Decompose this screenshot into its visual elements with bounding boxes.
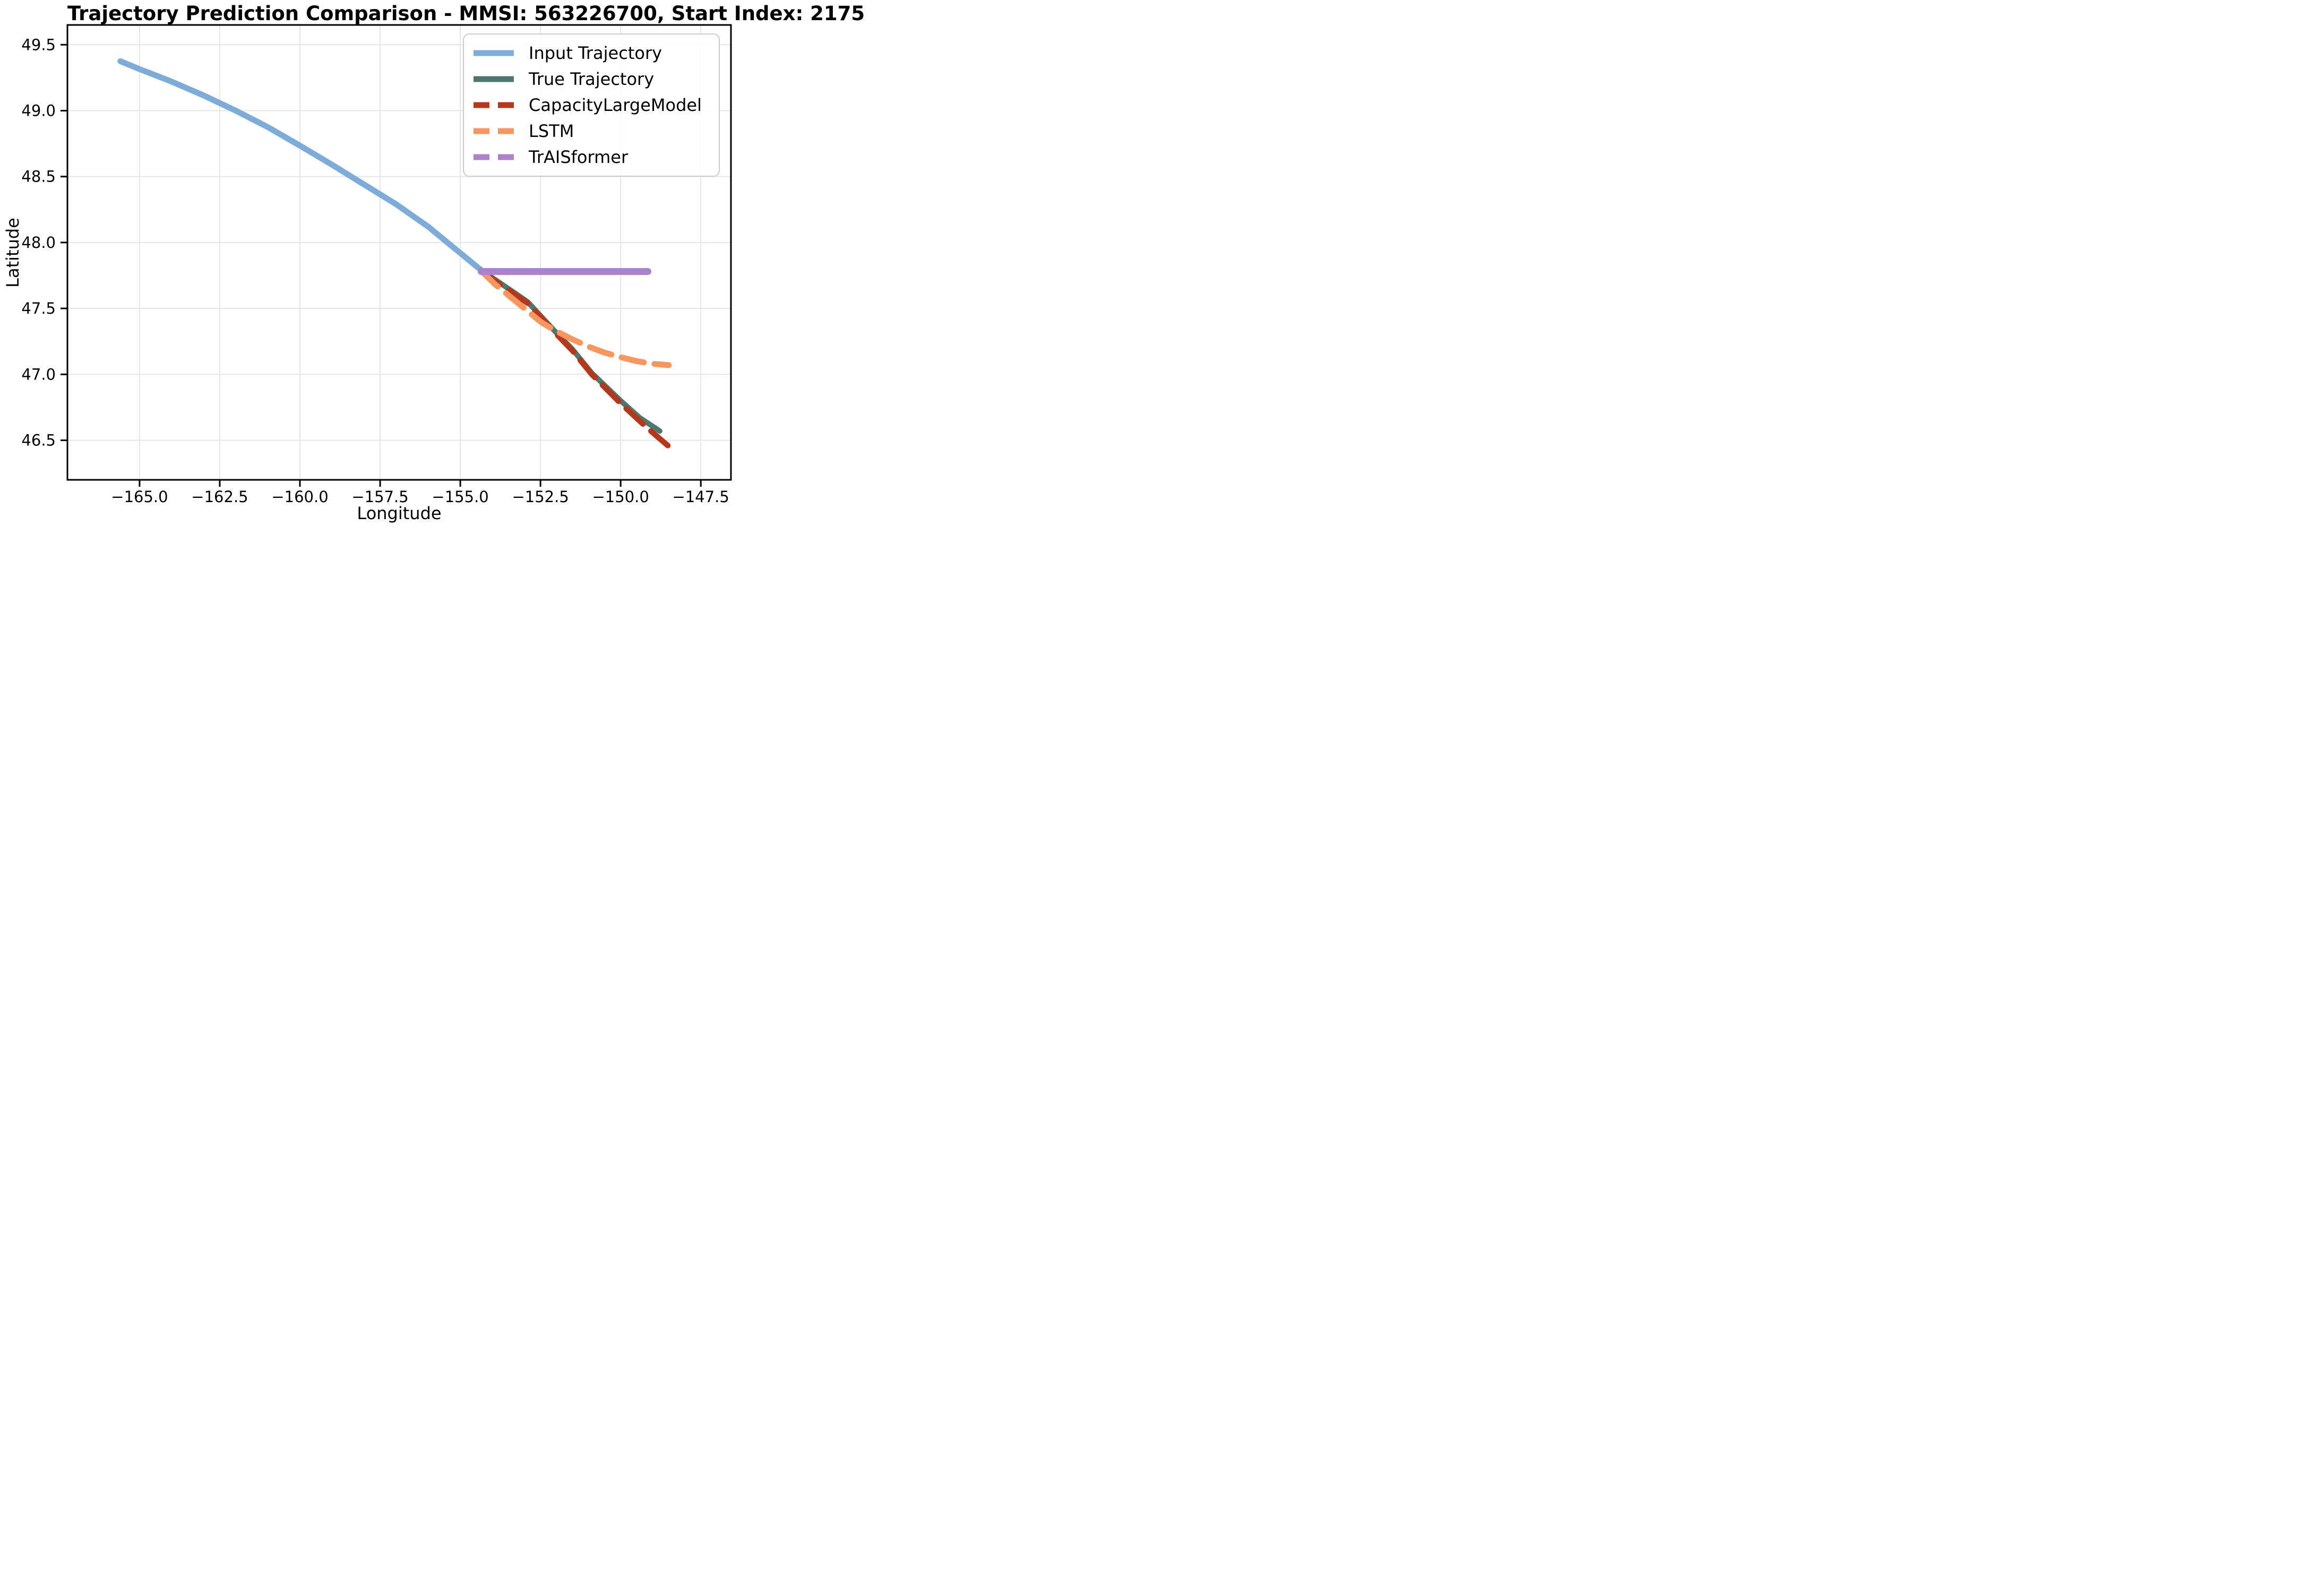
y-tick-label: 46.5	[21, 431, 56, 449]
legend-swatch-icon	[474, 50, 514, 56]
x-tick-label: −150.0	[592, 488, 649, 506]
x-tick-label: −157.5	[351, 488, 408, 506]
legend-label: CapacityLargeModel	[529, 94, 702, 115]
x-tick-label: −147.5	[673, 488, 729, 506]
legend-swatch-icon	[474, 76, 514, 82]
legend-label: True Trajectory	[529, 68, 655, 89]
x-tick-label: −165.0	[111, 488, 168, 506]
legend-item: LSTM	[472, 119, 713, 143]
y-tick-label: 49.5	[21, 36, 56, 54]
legend-swatch-icon	[474, 128, 514, 134]
x-axis-label: Longitude	[357, 503, 442, 523]
legend-item: TrAISformer	[472, 145, 713, 169]
y-tick-label: 47.0	[21, 365, 56, 383]
x-tick-label: −152.5	[512, 488, 569, 506]
series-line-capacitylargemodel	[478, 269, 671, 449]
axes-frame	[66, 24, 732, 481]
legend-label: Input Trajectory	[529, 42, 662, 63]
x-tick-label: −155.0	[432, 488, 488, 506]
y-tick-label: 47.5	[21, 299, 56, 317]
series-line-lstm	[478, 268, 672, 368]
series-line-input-trajectory	[117, 58, 484, 273]
legend-item: True Trajectory	[472, 67, 713, 91]
legend-swatch-icon	[474, 102, 514, 108]
y-tick-label: 48.0	[21, 234, 56, 252]
x-tick-label: −160.0	[271, 488, 328, 506]
legend-label: LSTM	[529, 121, 574, 142]
y-axis-label: Latitude	[3, 218, 23, 288]
legend: Input Trajectory True Trajectory CapacityL…	[463, 33, 720, 177]
legend-swatch-icon	[474, 154, 514, 160]
y-tick-label: 49.0	[21, 101, 56, 119]
legend-label: TrAISformer	[529, 147, 629, 168]
legend-item: Input Trajectory	[472, 41, 713, 65]
legend-item: CapacityLargeModel	[472, 93, 713, 117]
y-tick-label: 48.5	[21, 168, 56, 186]
x-tick-label: −162.5	[191, 488, 248, 506]
